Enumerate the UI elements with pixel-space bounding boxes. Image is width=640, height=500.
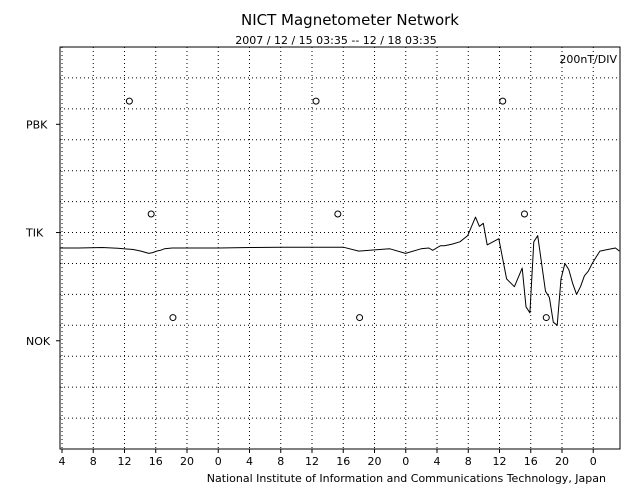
station-marker xyxy=(312,97,320,105)
series-line-tik xyxy=(60,216,620,326)
station-label-tik: TIK xyxy=(25,227,44,240)
x-tick-label: 20 xyxy=(555,455,569,468)
station-marker xyxy=(499,97,507,105)
x-tick-label: 16 xyxy=(149,455,163,468)
station-marker xyxy=(147,210,155,218)
x-tick-label: 8 xyxy=(90,455,97,468)
station-marker xyxy=(542,314,550,322)
data-series xyxy=(60,216,620,326)
x-tick-label: 4 xyxy=(434,455,441,468)
station-label-pbk: PBK xyxy=(26,118,48,131)
x-tick-label: 20 xyxy=(368,455,382,468)
x-tick-labels: 4 8 12 16 20 0 4 8 12 16 20 0 4 8 12 16 20 0 xyxy=(59,449,597,468)
station-marker xyxy=(169,314,177,322)
plot-frame xyxy=(59,46,621,450)
station-labels: PBK TIK NOK xyxy=(25,118,60,348)
x-tick-label: 16 xyxy=(524,455,538,468)
grid-lines xyxy=(60,47,620,449)
x-tick-label: 8 xyxy=(465,455,472,468)
credit-text: National Institute of Information and Co… xyxy=(207,472,606,485)
x-tick-label: 0 xyxy=(402,455,409,468)
x-tick-label: 16 xyxy=(336,455,350,468)
x-tick-label: 20 xyxy=(180,455,194,468)
scale-label: 200nT/DIV xyxy=(559,53,617,66)
station-markers xyxy=(125,97,550,322)
station-marker xyxy=(356,314,364,322)
x-tick-label: 4 xyxy=(59,455,66,468)
station-marker xyxy=(334,210,342,218)
x-tick-label: 0 xyxy=(590,455,597,468)
chart-title: NICT Magnetometer Network xyxy=(241,11,459,29)
x-tick-label: 8 xyxy=(277,455,284,468)
x-tick-label: 12 xyxy=(118,455,132,468)
x-tick-label: 0 xyxy=(215,455,222,468)
x-tick-label: 4 xyxy=(246,455,253,468)
x-tick-label: 12 xyxy=(305,455,319,468)
station-marker xyxy=(125,97,133,105)
chart-subtitle: 2007 / 12 / 15 03:35 -- 12 / 18 03:35 xyxy=(235,34,436,47)
station-marker xyxy=(520,210,528,218)
x-tick-label: 12 xyxy=(493,455,507,468)
station-label-nok: NOK xyxy=(26,335,51,348)
